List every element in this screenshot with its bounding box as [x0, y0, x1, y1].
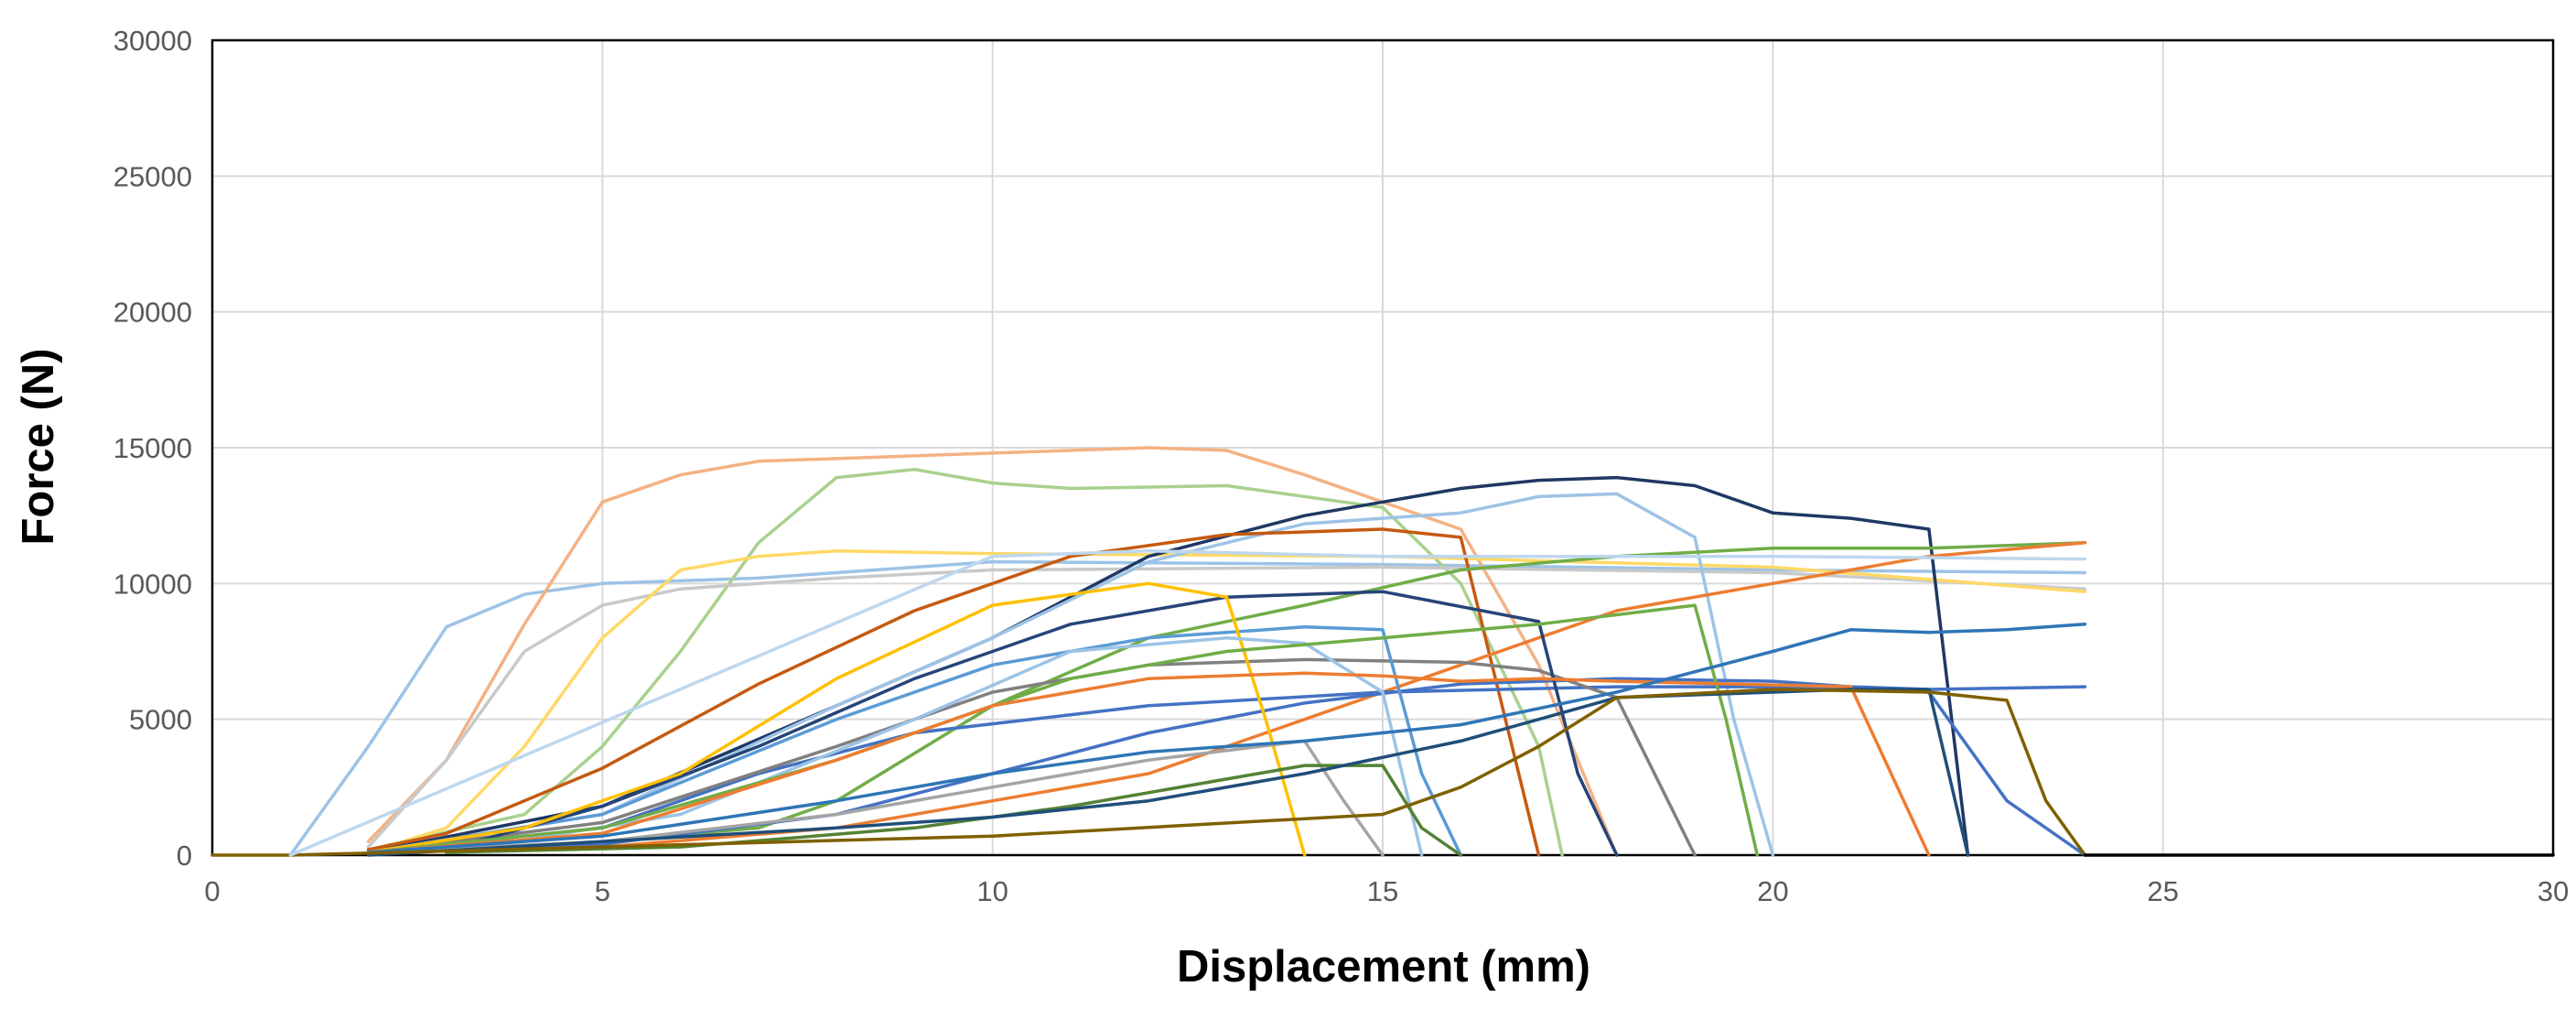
x-tick-label: 5: [595, 875, 610, 907]
series-line-23: [366, 688, 1970, 857]
y-axis-title: Force (N): [14, 348, 63, 545]
series-line-9: [445, 541, 2087, 854]
series-lines: [210, 446, 2555, 857]
series-line-22: [366, 623, 2087, 854]
series-line-7: [366, 492, 1775, 857]
series-line-19: [366, 739, 1385, 857]
y-tick-label: 25000: [113, 160, 192, 192]
series-line-20: [445, 764, 1463, 857]
x-tick-label: 25: [2147, 875, 2178, 907]
series-line-1: [288, 559, 2087, 857]
x-tick-label: 10: [976, 875, 1008, 907]
series-line-18: [366, 603, 1760, 857]
series-line-5: [366, 548, 2087, 854]
series-line-17: [445, 635, 1424, 857]
x-tick-label: 0: [204, 875, 220, 907]
y-tick-label: 15000: [113, 432, 192, 464]
x-tick-label: 20: [1757, 875, 1788, 907]
y-tick-label: 20000: [113, 297, 192, 329]
x-tick-label: 30: [2538, 875, 2569, 907]
series-line-14: [366, 625, 1463, 857]
series-line-24: [210, 688, 2087, 857]
series-line-10: [445, 541, 2087, 854]
series-line-13: [366, 657, 1697, 857]
series-line-25: [288, 548, 2087, 857]
series-line-4: [366, 565, 2087, 849]
x-tick-labels: 0 5 10 15 20 25 30: [204, 875, 2569, 907]
x-axis-title: Displacement (mm): [1177, 942, 1590, 992]
y-tick-label: 5000: [129, 704, 192, 736]
series-line-16: [366, 581, 1307, 857]
series-line-15: [445, 590, 1619, 857]
y-tick-label: 30000: [113, 25, 192, 57]
y-tick-label: 0: [177, 840, 192, 872]
y-tick-labels: 0 5000 10000 15000 20000 25000 30000: [113, 25, 192, 872]
y-tick-label: 10000: [113, 568, 192, 600]
series-line-3: [366, 467, 1564, 857]
series-line-2: [366, 446, 1619, 857]
series-line-8: [366, 527, 1541, 857]
x-tick-label: 15: [1367, 875, 1398, 907]
